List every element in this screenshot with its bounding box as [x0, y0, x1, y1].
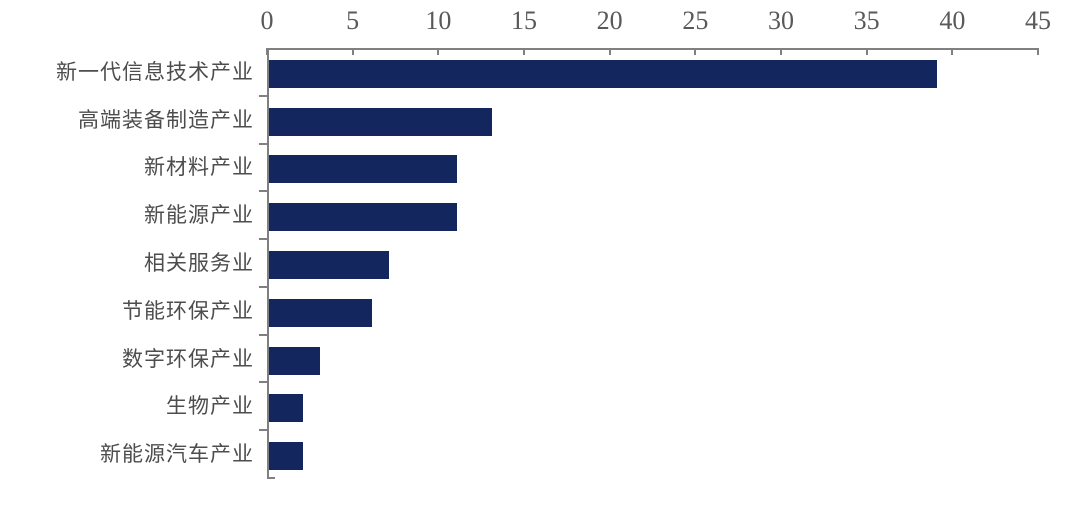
x-tick-mark	[1037, 48, 1039, 55]
category-label: 高端装备制造产业	[78, 107, 254, 132]
x-tick-mark	[865, 48, 868, 55]
y-tick-mark	[259, 142, 267, 145]
category-label: 相关服务业	[144, 251, 254, 275]
bar-4	[269, 203, 458, 232]
x-tick-mark	[351, 48, 354, 55]
bar-8	[269, 394, 304, 423]
category-label: 数字环保产业	[122, 346, 254, 371]
y-tick-mark	[267, 477, 275, 479]
y-tick-mark	[259, 238, 267, 241]
bar-3	[269, 155, 458, 184]
y-tick-mark	[259, 333, 267, 336]
category-label: 节能环保产业	[122, 298, 254, 323]
x-tick-label: 20	[596, 6, 623, 35]
x-tick-label: 15	[511, 6, 537, 35]
x-tick-label: 5	[346, 6, 360, 35]
y-tick-mark	[259, 429, 267, 432]
y-tick-mark	[259, 94, 267, 97]
bar-7	[269, 346, 321, 375]
category-label: 新能源汽车产业	[100, 442, 254, 467]
x-tick-mark	[780, 48, 782, 55]
x-tick-mark	[694, 48, 697, 55]
x-tick-label: 0	[260, 6, 274, 35]
y-tick-mark	[259, 190, 267, 193]
x-tick-label: 10	[425, 6, 452, 35]
category-label: 新能源产业	[144, 203, 254, 228]
category-label: 新一代信息技术产业	[56, 59, 254, 84]
bar-6	[269, 298, 372, 327]
x-tick-mark	[951, 48, 954, 55]
y-tick-mark	[259, 381, 267, 384]
y-tick-mark	[259, 285, 267, 288]
x-tick-mark	[437, 48, 440, 55]
x-tick-label: 35	[853, 6, 880, 35]
x-tick-label: 40	[939, 6, 966, 35]
category-label: 生物产业	[166, 394, 254, 419]
plot-area	[267, 48, 1038, 478]
bar-2	[269, 107, 492, 136]
bar-1	[269, 59, 938, 88]
x-tick-label: 45	[1025, 6, 1051, 35]
x-tick-mark	[523, 48, 525, 55]
x-tick-label: 25	[682, 6, 709, 35]
category-label: 新材料产业	[144, 155, 254, 180]
bar-9	[269, 442, 304, 471]
x-tick-mark	[608, 48, 611, 55]
bar-5	[269, 251, 389, 279]
x-tick-label: 30	[768, 6, 794, 35]
